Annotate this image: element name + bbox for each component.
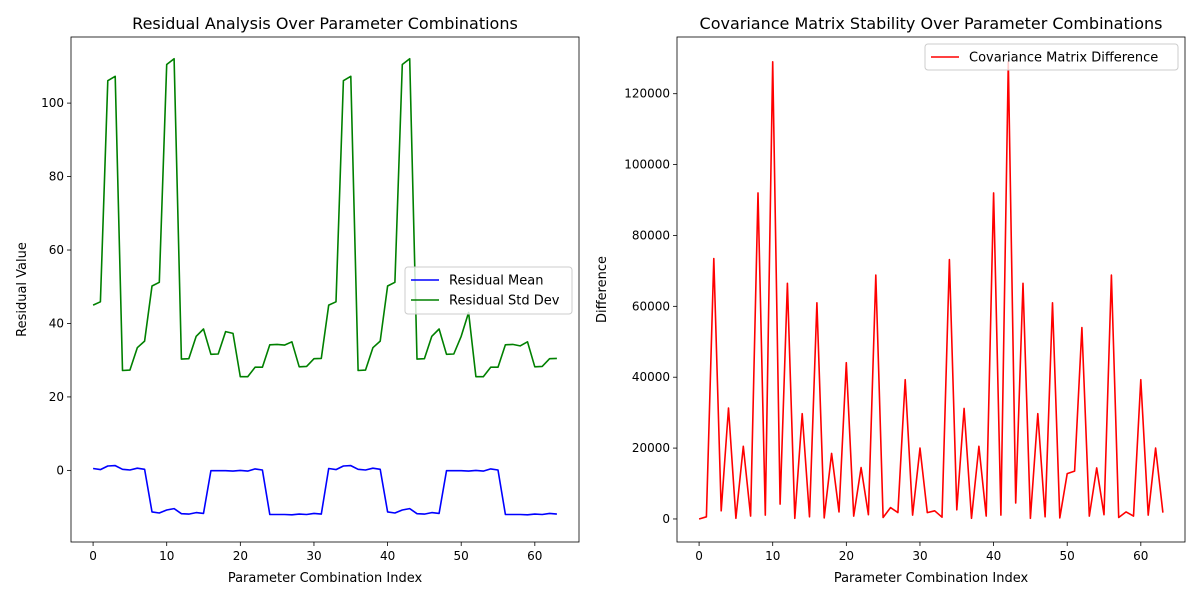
x-axis-label: Parameter Combination Index	[834, 571, 1029, 586]
y-tick-label: 0	[56, 463, 64, 477]
series-line-1	[698, 60, 1164, 520]
y-tick-label: 120000	[624, 87, 670, 101]
x-tick-label: 10	[159, 549, 174, 563]
x-axis-label: Parameter Combination Index	[228, 571, 423, 586]
plot-frame	[70, 36, 580, 543]
legend-label: Covariance Matrix Difference	[969, 51, 1158, 66]
x-tick-label: 60	[527, 549, 542, 563]
legend: Covariance Matrix Difference	[924, 43, 1179, 71]
x-tick-label: 50	[454, 549, 469, 563]
legend-label: Residual Std Dev	[449, 294, 560, 309]
y-tick-label: 0	[662, 512, 670, 526]
x-tick-label: 40	[986, 549, 1001, 563]
x-tick-label: 60	[1133, 549, 1148, 563]
x-tick-label: 40	[380, 549, 395, 563]
y-tick-label: 100000	[624, 158, 670, 172]
y-axis-label: Residual Value	[15, 242, 30, 337]
series-line-2	[92, 57, 557, 378]
y-tick-label: 80000	[632, 228, 670, 242]
y-tick-label: 60	[49, 243, 64, 257]
chart-title: Covariance Matrix Stability Over Paramet…	[700, 14, 1163, 33]
legend-box	[404, 266, 573, 315]
legend: Residual Mean Residual Std Dev	[404, 266, 573, 315]
x-tick-label: 10	[765, 549, 780, 563]
x-tick-label: 20	[233, 549, 248, 563]
x-tick-label: 50	[1060, 549, 1075, 563]
y-tick-label: 80	[49, 170, 64, 184]
legend-label: Residual Mean	[449, 274, 543, 289]
y-tick-label: 100	[41, 96, 64, 110]
chart-2: Covariance Matrix Stability Over Paramet…	[595, 14, 1186, 586]
y-axis-label: Difference	[595, 256, 610, 323]
chart-1: Residual Analysis Over Parameter Combina…	[15, 14, 580, 586]
legend-box	[924, 43, 1179, 71]
y-tick-label: 60000	[632, 299, 670, 313]
x-tick-label: 30	[912, 549, 927, 563]
y-tick-label: 40000	[632, 370, 670, 384]
y-tick-label: 40	[49, 316, 64, 330]
x-tick-label: 0	[695, 549, 703, 563]
plot-frame	[676, 36, 1186, 543]
y-tick-label: 20	[49, 390, 64, 404]
x-tick-label: 0	[89, 549, 97, 563]
x-tick-label: 20	[839, 549, 854, 563]
y-tick-label: 20000	[632, 441, 670, 455]
x-tick-label: 30	[306, 549, 321, 563]
series-line-1	[92, 464, 557, 516]
chart-title: Residual Analysis Over Parameter Combina…	[132, 14, 518, 33]
